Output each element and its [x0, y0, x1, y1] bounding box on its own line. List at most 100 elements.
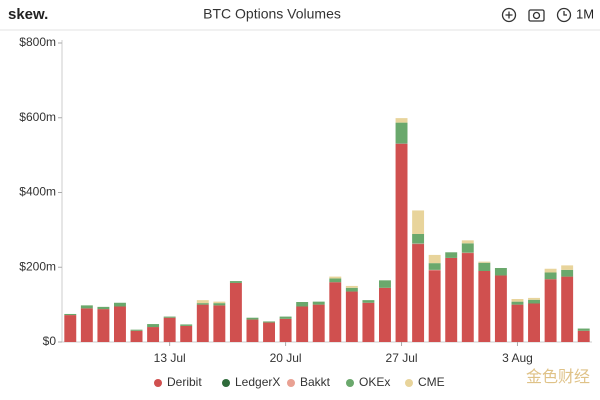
bar-segment: [163, 316, 176, 318]
bar-segment: [64, 313, 77, 316]
bar-segment: [114, 306, 126, 342]
range-button[interactable]: 1M: [576, 6, 594, 21]
bar-segment: [461, 240, 474, 244]
bar-segment: [445, 257, 458, 342]
bar-segment: [97, 306, 110, 310]
bar-segment: [246, 319, 259, 342]
clock-icon[interactable]: [556, 7, 572, 23]
bar-segment: [445, 252, 458, 258]
bar-segment: [577, 330, 590, 342]
bar-segment: [229, 282, 242, 342]
logo: skew.: [8, 6, 48, 23]
bar-segment: [461, 243, 474, 253]
bar-segment: [345, 285, 358, 288]
bar-segment: [428, 270, 441, 342]
x-tick-label: 13 Jul: [154, 351, 186, 365]
bar-segment: [494, 275, 507, 342]
bar-segment: [412, 233, 425, 244]
bar-segment: [561, 276, 574, 342]
bar-segment: [246, 317, 259, 320]
bar-segment: [494, 267, 507, 276]
bar-segment: [561, 269, 574, 277]
chart-title: BTC Options Volumes: [203, 6, 341, 22]
bar-segment: [511, 304, 524, 342]
bar-segment: [329, 278, 342, 283]
y-tick-label: $200m: [19, 259, 56, 273]
bar-segment: [147, 324, 160, 328]
legend-label: OKEx: [359, 375, 390, 389]
legend-label: CME: [418, 375, 445, 389]
bar-segment: [528, 299, 540, 304]
x-tick-label: 3 Aug: [502, 351, 533, 365]
bar-segment: [147, 327, 160, 342]
bar-segment: [163, 317, 176, 342]
bar-segment: [263, 321, 275, 323]
y-tick-label: $800m: [19, 35, 56, 49]
bar-segment: [64, 315, 77, 342]
bar-segment: [130, 330, 143, 342]
bar-segment: [329, 276, 342, 279]
bar-segment: [428, 254, 441, 264]
zoom-icon[interactable]: [501, 7, 517, 23]
bar-segment: [345, 287, 358, 292]
x-tick-label: 27 Jul: [386, 351, 418, 365]
bar-segment: [362, 302, 375, 342]
bar-segment: [196, 300, 209, 304]
bar-segment: [395, 122, 408, 144]
legend-label: Deribit: [167, 375, 202, 389]
bar-segment: [528, 303, 540, 342]
bar-segment: [544, 279, 557, 342]
bar-segment: [511, 301, 524, 305]
y-tick-label: $400m: [19, 185, 56, 199]
legend-marker: [287, 379, 295, 387]
bar-segment: [544, 268, 557, 273]
bar-segment: [561, 265, 574, 270]
bar-segment: [528, 297, 540, 300]
watermark: 金色财经: [526, 368, 590, 386]
bar-segment: [478, 270, 491, 342]
bar-segment: [379, 280, 391, 288]
bar-segment: [329, 282, 342, 342]
legend-marker: [154, 379, 162, 387]
bar-segment: [312, 304, 325, 342]
camera-lens: [532, 11, 541, 20]
legend-label: Bakkt: [300, 375, 331, 389]
bar-segment: [229, 281, 242, 283]
y-tick-label: $0: [43, 334, 57, 348]
bar-segment: [395, 143, 408, 342]
bar-segment: [213, 303, 226, 306]
x-tick-label: 20 Jul: [270, 351, 302, 365]
clock-hands: [563, 11, 567, 16]
legend-label: LedgerX: [235, 375, 280, 389]
bar-segment: [428, 263, 441, 270]
bar-segment: [114, 302, 126, 307]
bar-segment: [478, 261, 491, 263]
bar-segment: [279, 316, 292, 319]
bar-segment: [196, 304, 209, 342]
bar-segment: [412, 244, 425, 342]
bar-segment: [544, 272, 557, 280]
bar-segment: [80, 305, 93, 309]
bar-segment: [577, 328, 590, 331]
toolbar: [501, 7, 572, 23]
camera-icon[interactable]: [528, 9, 545, 22]
bar-segment: [395, 118, 408, 123]
bar-segment: [362, 300, 375, 303]
y-tick-label: $600m: [19, 110, 56, 124]
legend-marker: [222, 379, 230, 387]
zoom-icon-plus: [505, 11, 513, 19]
bar-segment: [296, 302, 309, 307]
bar-segment: [213, 301, 226, 304]
bar-segment: [97, 309, 110, 342]
bar-segment: [478, 262, 491, 271]
bar-segment: [312, 301, 325, 305]
bar-segment: [263, 322, 275, 342]
bar-segment: [180, 324, 193, 326]
bar-segment: [412, 210, 425, 234]
bar-segment: [296, 306, 309, 342]
bar-segment: [379, 287, 391, 342]
legend-marker: [405, 379, 413, 387]
bar-segment: [279, 318, 292, 342]
bar-segment: [196, 303, 209, 305]
